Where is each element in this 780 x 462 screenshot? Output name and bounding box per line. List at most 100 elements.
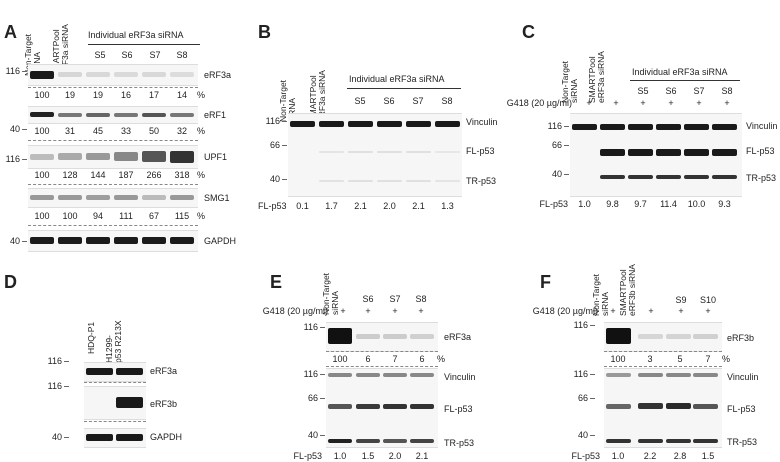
blot-label: eRF3a <box>204 70 232 80</box>
lane-label: S6 <box>362 294 374 304</box>
panel-b-label: B <box>258 22 271 42</box>
quant-value: 187 <box>118 170 134 180</box>
quant-value: 67 <box>148 211 159 221</box>
blot-label: eRF3a <box>150 366 178 376</box>
quant-value: 1.0 <box>333 451 347 461</box>
blot-label: SMG1 <box>204 193 230 203</box>
blot-gapdh <box>28 230 198 252</box>
mw-marker: 116 <box>265 116 280 126</box>
blot-label: eRF3b <box>150 399 178 409</box>
quant-value: 9.7 <box>634 199 647 209</box>
quant-value: 7 <box>705 354 711 364</box>
blot-b <box>288 113 462 197</box>
lane-label: S8 <box>441 96 453 106</box>
plus-sign: + <box>648 306 654 316</box>
quant-value: 2.0 <box>383 201 396 211</box>
lane-label: S9 <box>675 295 687 305</box>
plus-sign: + <box>365 306 371 316</box>
mw-marker: 116 <box>573 320 588 330</box>
quant-value: 100 <box>34 126 50 136</box>
mw-marker: 66 <box>269 140 280 150</box>
blot-upf1 <box>28 145 198 169</box>
lane-label: S6 <box>665 86 677 96</box>
panel-d-label: D <box>4 272 17 292</box>
quant-value: 9.3 <box>718 199 731 209</box>
panel-c-label: C <box>522 22 535 42</box>
quant-value: 2.8 <box>673 451 687 461</box>
lane-label: S5 <box>637 86 649 96</box>
panel-f-label: F <box>540 272 551 292</box>
blot-d-gapdh <box>84 428 146 448</box>
mw-marker: 116 <box>547 121 562 131</box>
blot-d-erf3a <box>84 362 146 382</box>
quant-value: 1.5 <box>361 451 375 461</box>
lane-label: SMARTPool eRF3a siRNA <box>587 51 606 103</box>
quant-value: 2.1 <box>412 201 425 211</box>
g418-label: G418 (20 µg/ml) <box>532 306 598 316</box>
mw-marker: 116 <box>47 381 62 391</box>
plus-sign: + <box>613 98 619 108</box>
blot-label: Vinculin <box>746 121 778 131</box>
quant-value: 7 <box>392 354 398 364</box>
blot-label: FL-p53 <box>727 404 756 414</box>
lane-label: H1299- p53 R213X <box>104 320 123 363</box>
group-header: Individual eRF3a siRNA <box>88 30 184 40</box>
mw-marker: 116 <box>573 369 588 379</box>
blot-label: Vinculin <box>444 372 476 382</box>
blot-d-erf3b <box>84 386 146 420</box>
unit: % <box>197 126 206 136</box>
blot-e <box>326 368 438 448</box>
plus-sign: + <box>640 98 646 108</box>
blot-erf3a <box>28 64 198 86</box>
plus-sign: + <box>610 306 616 316</box>
unit: % <box>722 354 731 364</box>
mw-marker: 116 <box>5 66 20 76</box>
mw-marker: 40 <box>9 236 20 246</box>
quant-value: 1.7 <box>325 201 338 211</box>
plus-sign: + <box>340 306 346 316</box>
plus-sign: + <box>418 306 424 316</box>
plus-sign: + <box>705 306 711 316</box>
quant-value: 16 <box>120 90 131 100</box>
blot-label: eRF3b <box>727 333 755 343</box>
quant-value: 17 <box>148 90 159 100</box>
panel-e-label: E <box>270 272 283 292</box>
quant-value: 100 <box>610 354 626 364</box>
quant-value: 100 <box>62 211 78 221</box>
quant-value: 9.8 <box>606 199 619 209</box>
blot-label: Vinculin <box>466 117 498 127</box>
blot-erf1 <box>28 106 198 124</box>
blot-label: TR-p53 <box>727 437 758 447</box>
unit: % <box>197 170 206 180</box>
blot-f <box>604 368 722 448</box>
blot-label: GAPDH <box>204 236 237 246</box>
lane-label: S8 <box>176 50 188 60</box>
lane-label: S5 <box>94 50 106 60</box>
lane-label: HDQ-P1 <box>86 321 96 354</box>
quant-value: 6 <box>419 354 425 364</box>
quant-value: 1.5 <box>701 451 715 461</box>
quant-value: 5 <box>677 354 683 364</box>
quant-value: 318 <box>174 170 190 180</box>
lane-label: S10 <box>699 295 716 305</box>
quant-value: 128 <box>62 170 78 180</box>
quant-value: 1.3 <box>441 201 454 211</box>
quant-value: 6 <box>365 354 371 364</box>
lane-label: S7 <box>693 86 705 96</box>
lane-label: Non-Target siRNA <box>560 60 579 103</box>
blot-label: TR-p53 <box>466 176 497 186</box>
panel-a-label: A <box>4 22 17 42</box>
quant-value: 2.0 <box>388 451 402 461</box>
quant-value: 144 <box>90 170 106 180</box>
quant-label: FL-p53 <box>258 201 287 211</box>
blot-label: eRF1 <box>204 110 227 120</box>
blot-label: eRF3a <box>444 332 472 342</box>
plus-sign: + <box>724 98 730 108</box>
plus-sign: + <box>586 98 592 108</box>
blot-label: UPF1 <box>204 152 228 162</box>
quant-value: 45 <box>92 126 103 136</box>
lane-label: S6 <box>383 96 395 106</box>
mw-marker: 116 <box>5 154 20 164</box>
blot-e-erf3a <box>326 322 438 352</box>
